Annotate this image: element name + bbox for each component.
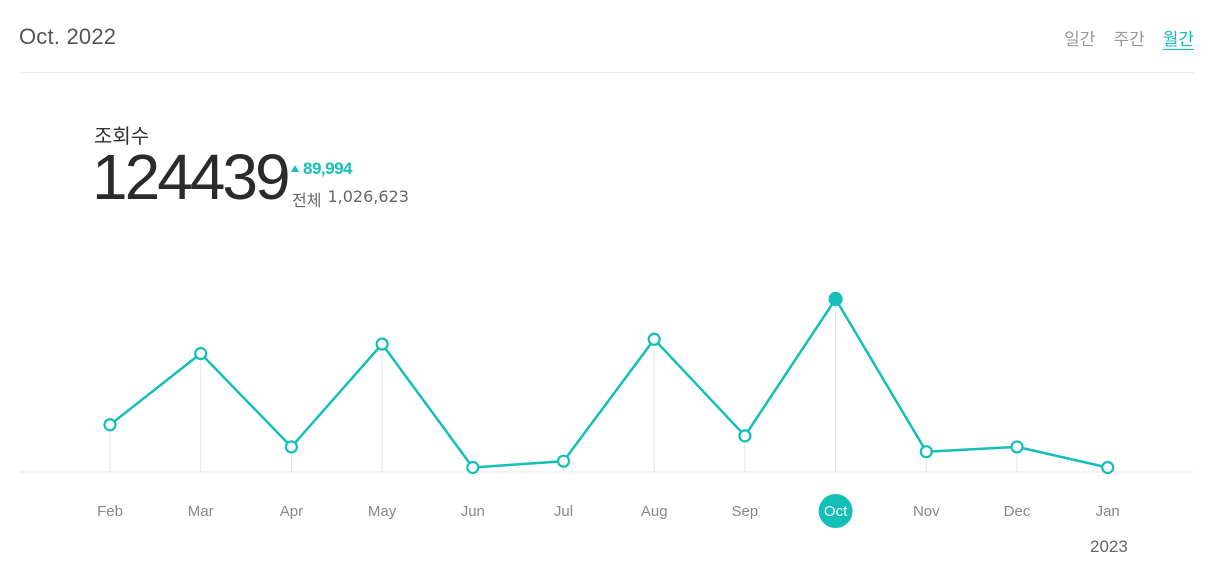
- stat-total-label: 전체: [292, 191, 322, 210]
- tab-monthly[interactable]: 월간: [1162, 30, 1194, 50]
- stat-change-value: 89,994: [303, 159, 353, 178]
- data-point[interactable]: [1010, 440, 1024, 454]
- x-tick-label[interactable]: Feb: [97, 503, 123, 520]
- x-tick-label[interactable]: Jun: [461, 503, 485, 520]
- x-tick-label[interactable]: Apr: [280, 503, 303, 520]
- stat-label: 조회수: [94, 124, 150, 148]
- data-point[interactable]: [103, 418, 117, 432]
- data-point[interactable]: [828, 291, 843, 307]
- data-point[interactable]: [738, 429, 752, 443]
- x-tick-label[interactable]: Dec: [1004, 503, 1031, 520]
- period-title: Oct. 2022: [19, 24, 117, 49]
- data-point[interactable]: [194, 346, 208, 361]
- x-tick-label[interactable]: Nov: [913, 503, 940, 520]
- data-point[interactable]: [919, 445, 933, 459]
- x-tick-label[interactable]: Mar: [188, 503, 214, 520]
- x-tick-label[interactable]: May: [368, 503, 397, 520]
- x-tick-label[interactable]: Jul: [554, 503, 573, 520]
- active-month-marker: [818, 494, 853, 528]
- data-point[interactable]: [466, 460, 480, 475]
- data-point[interactable]: [284, 440, 298, 454]
- x-tick-label[interactable]: Oct: [824, 503, 848, 520]
- series-line: [109, 297, 1108, 469]
- year-label: 2023: [1090, 537, 1128, 556]
- period-tabs: 일간 주간 월간: [1064, 25, 1194, 52]
- data-point[interactable]: [647, 332, 661, 346]
- data-point[interactable]: [556, 454, 571, 468]
- x-tick-label[interactable]: Aug: [641, 503, 668, 520]
- x-tick-label[interactable]: Jan: [1096, 503, 1120, 520]
- data-point[interactable]: [375, 337, 389, 351]
- arrow-up-icon: [291, 164, 299, 172]
- tab-weekly[interactable]: 주간: [1113, 30, 1145, 50]
- data-point[interactable]: [1101, 460, 1115, 475]
- tab-daily[interactable]: 일간: [1064, 30, 1096, 50]
- stat-value: 124439: [92, 141, 291, 213]
- stat-total-value: 1,026,623: [327, 187, 409, 206]
- stat-total: 전체 1,026,623: [292, 187, 409, 211]
- stat-change: 89,994: [291, 159, 353, 179]
- chart-header: Oct. 2022 일간 주간 월간: [19, 0, 1194, 73]
- x-tick-label[interactable]: Sep: [732, 503, 759, 520]
